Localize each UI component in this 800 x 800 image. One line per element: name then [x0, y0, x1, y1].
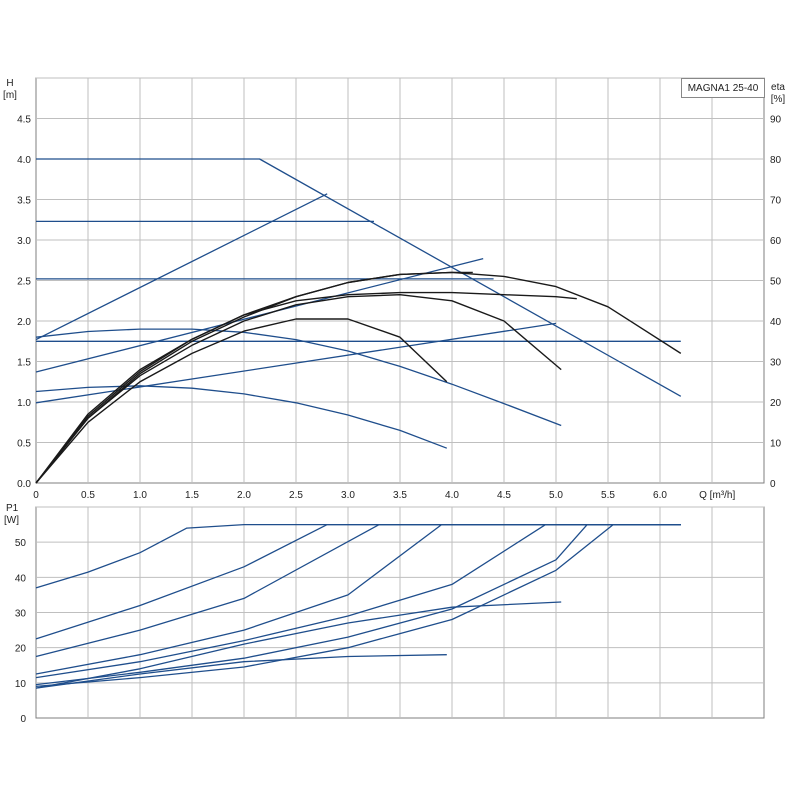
efficiency-curve-12	[35, 291, 577, 484]
head-curve-8	[35, 385, 448, 449]
power-curve-8	[35, 523, 681, 688]
head-curve-7	[35, 328, 562, 427]
efficiency-axis-label: eta	[771, 82, 785, 93]
flow-x-tick-label: 4.0	[445, 490, 459, 501]
power-axis-unit: [W]	[4, 515, 19, 526]
efficiency-y-tick-label: 0	[770, 479, 776, 490]
efficiency-y-tick-label: 90	[770, 115, 782, 126]
power-curve-0	[35, 523, 681, 589]
efficiency-y-tick-label: 50	[770, 277, 782, 288]
power-curve-5	[35, 523, 681, 686]
power-y-tick-label: 50	[15, 538, 27, 549]
head-chart-grid	[35, 77, 765, 484]
efficiency-axis-unit: [%]	[771, 94, 786, 105]
power-curve-3	[35, 523, 681, 675]
power-y-tick-label: 40	[15, 573, 27, 584]
flow-x-tick-label: 1.0	[133, 490, 147, 501]
head-y-tick-label: 0.5	[17, 439, 31, 450]
head-y-tick-label: 4.0	[17, 155, 31, 166]
flow-x-tick-label: 3.0	[341, 490, 355, 501]
head-y-tick-label: 1.0	[17, 398, 31, 409]
head-y-tick-label: 2.5	[17, 277, 31, 288]
flow-x-tick-label: 1.5	[185, 490, 199, 501]
head-y-tick-label: 3.0	[17, 236, 31, 247]
head-y-tick-label: 1.5	[17, 358, 31, 369]
efficiency-y-tick-label: 10	[770, 439, 782, 450]
head-curve-4	[35, 193, 328, 341]
flow-x-tick-label: 0.5	[81, 490, 95, 501]
flow-axis-label: Q [m³/h]	[699, 490, 735, 501]
head-y-tick-label: 0.0	[17, 479, 31, 490]
efficiency-y-tick-label: 70	[770, 196, 782, 207]
head-y-tick-label: 3.5	[17, 196, 31, 207]
efficiency-curve-13	[35, 271, 473, 484]
efficiency-y-tick-label: 60	[770, 236, 782, 247]
flow-x-tick-label: 6.0	[653, 490, 667, 501]
efficiency-y-tick-label: 40	[770, 317, 782, 328]
efficiency-y-tick-label: 30	[770, 358, 782, 369]
power-curve-6	[35, 601, 562, 689]
power-chart-series	[35, 523, 681, 689]
head-chart-series	[35, 158, 682, 484]
flow-x-tick-label: 3.5	[393, 490, 407, 501]
flow-x-tick-label: 4.5	[497, 490, 511, 501]
flow-x-tick-label: 0	[33, 490, 39, 501]
head-axis-unit: [m]	[3, 90, 17, 101]
head-curve-0	[36, 158, 682, 397]
power-y-tick-label: 30	[15, 609, 27, 620]
power-chart-grid	[35, 506, 765, 719]
flow-x-tick-label: 2.5	[289, 490, 303, 501]
head-y-tick-label: 4.5	[17, 115, 31, 126]
power-y-tick-label: 0	[20, 714, 26, 725]
efficiency-y-tick-label: 80	[770, 155, 782, 166]
flow-x-tick-label: 5.0	[549, 490, 563, 501]
flow-x-tick-label: 5.5	[601, 490, 615, 501]
power-curve-7	[35, 654, 447, 689]
power-axis-label: P1	[6, 503, 19, 514]
head-chart-labels: 0.0 0.5 1.0 1.5 2.0 2.5 3.0 3.5 4.0 4.5 0 10 20 30 40 5…	[3, 78, 785, 501]
flow-x-tick-label: 2.0	[237, 490, 251, 501]
power-y-tick-label: 20	[15, 644, 27, 655]
head-y-tick-label: 2.0	[17, 317, 31, 328]
power-chart-labels: 0 10 20 30 40 50 P1[W]	[4, 503, 26, 725]
power-curve-4	[35, 523, 681, 679]
chart-title: MAGNA1 25-40	[681, 78, 765, 98]
head-curve-5	[35, 257, 484, 373]
efficiency-curve-10	[35, 294, 562, 484]
power-y-tick-label: 10	[15, 679, 27, 690]
head-axis-label: H	[6, 78, 13, 89]
efficiency-y-tick-label: 20	[770, 398, 782, 409]
power-curve-2	[35, 523, 681, 658]
efficiency-curve-11	[35, 318, 448, 484]
